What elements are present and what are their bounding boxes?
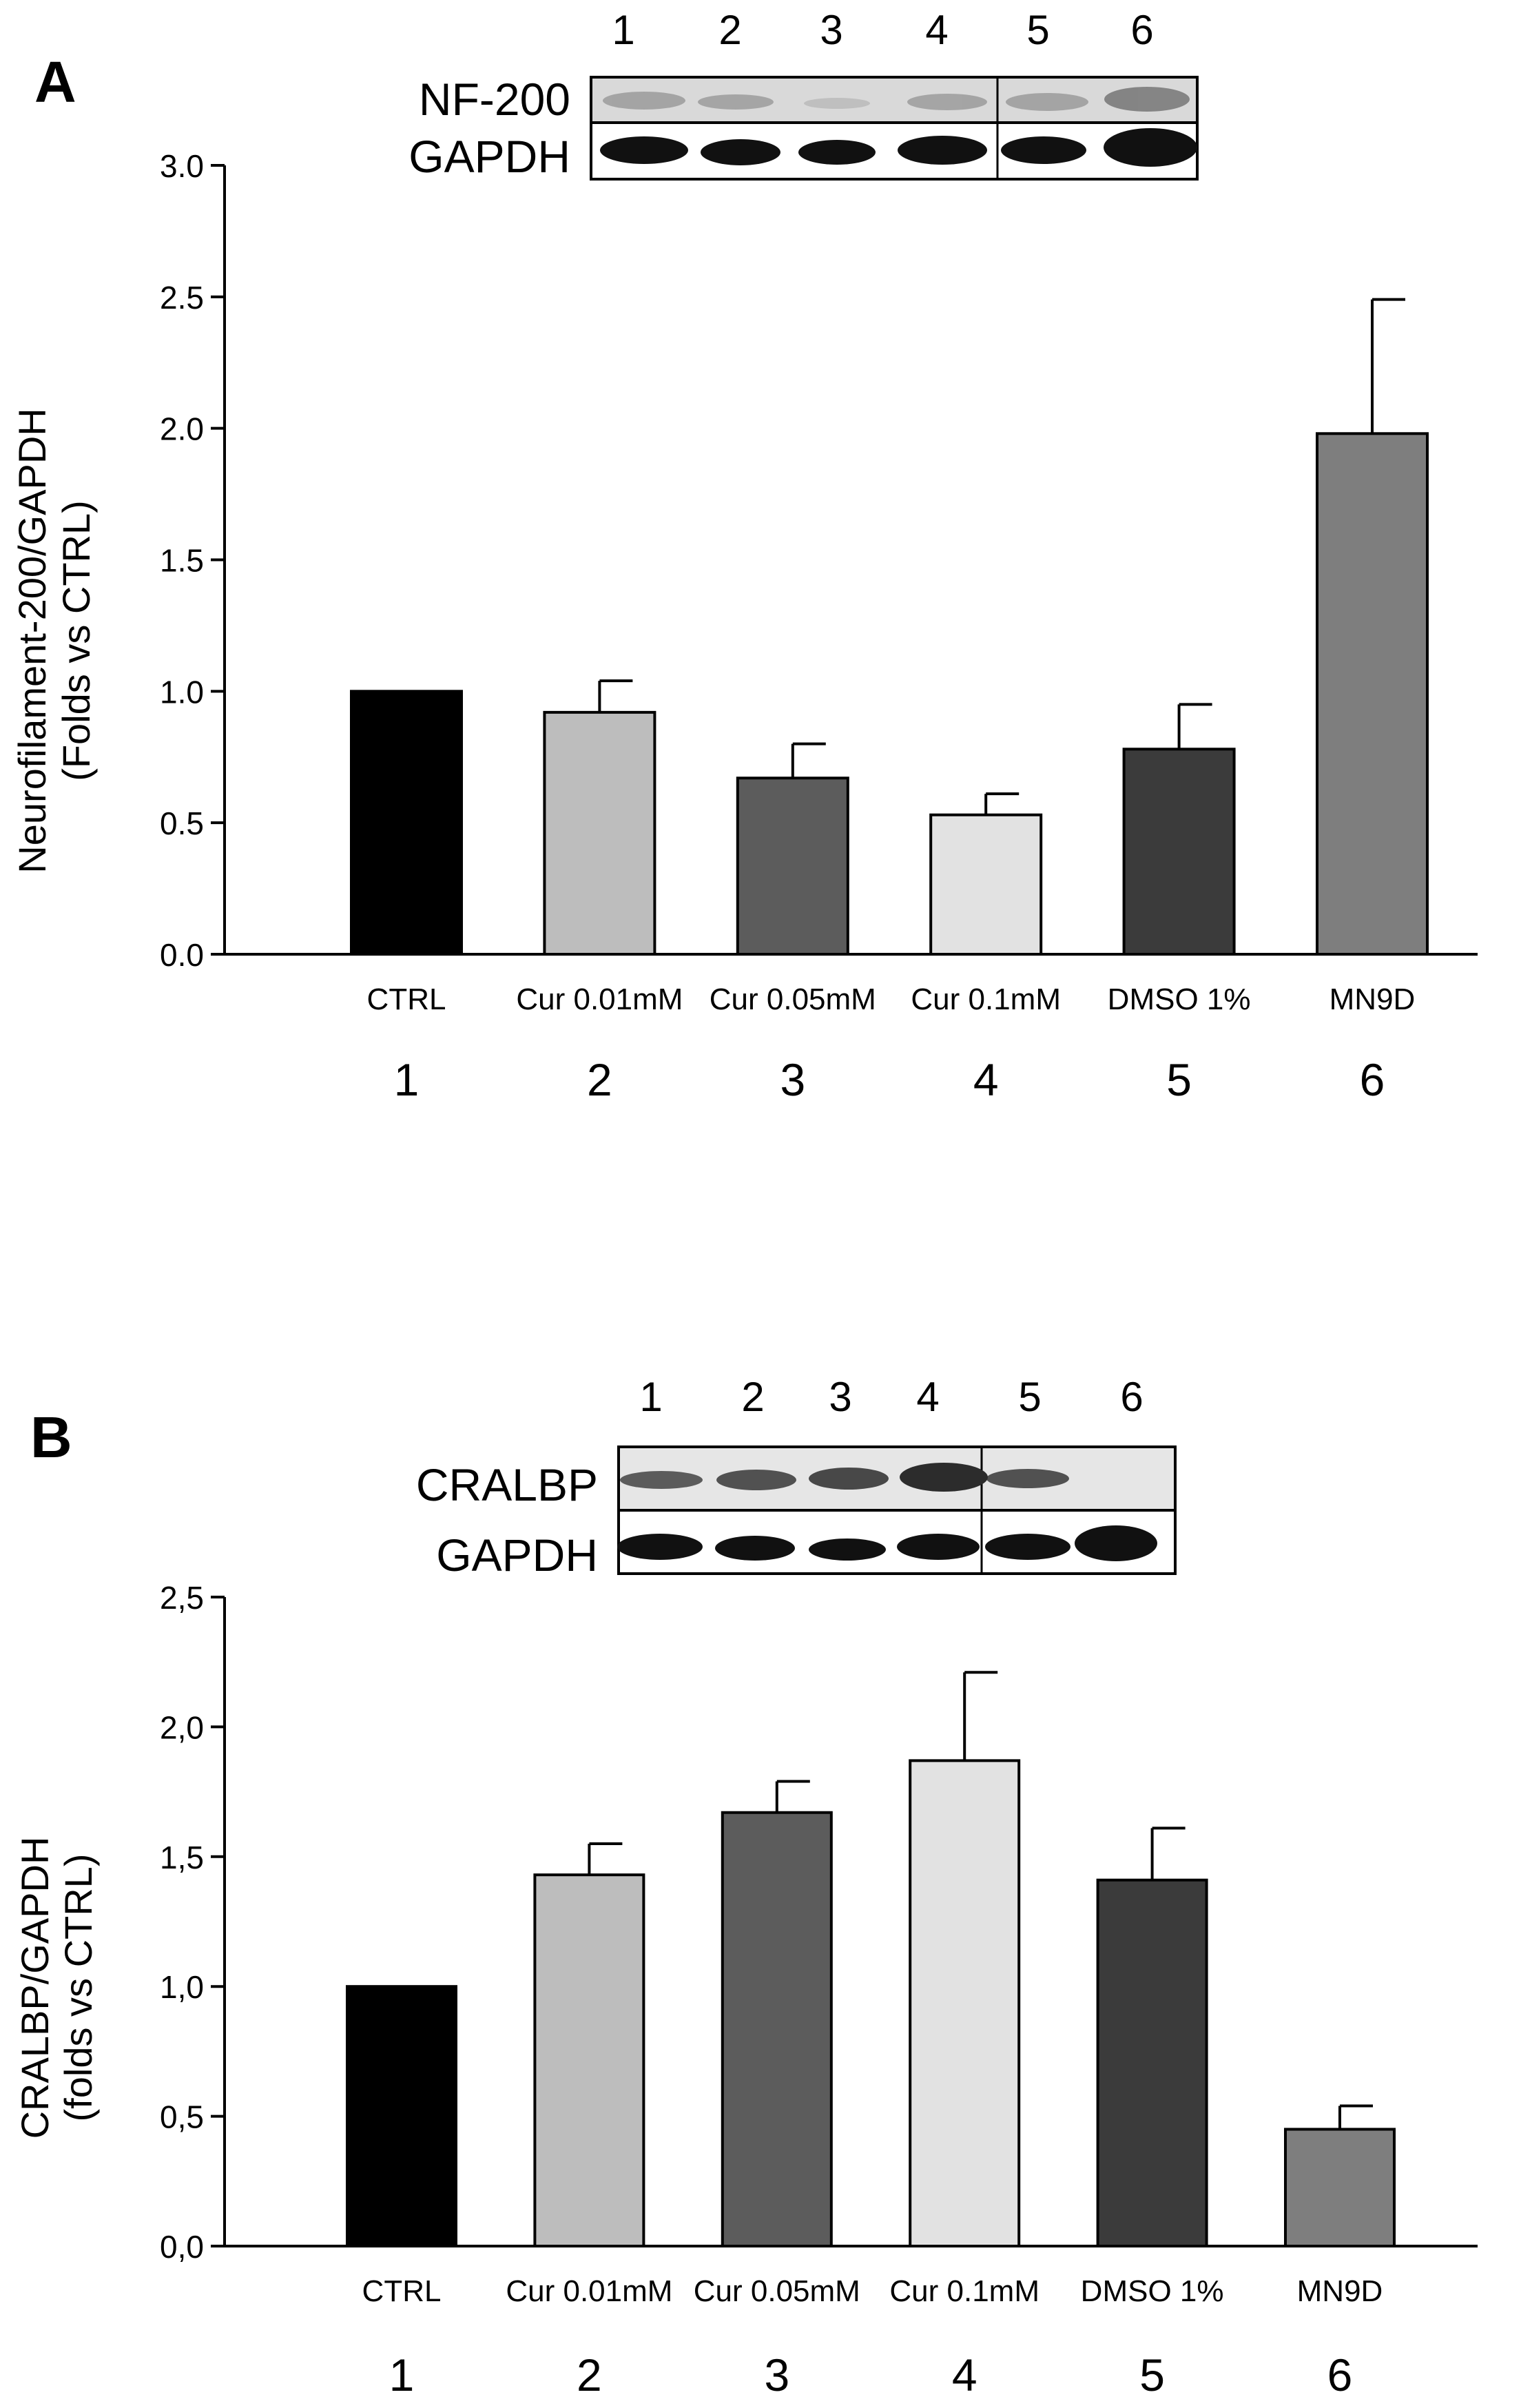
y-tick-label: 1.5 <box>160 543 204 579</box>
bar-chart-b: 0,0 0,5 1,0 1,5 2,0 2,5 CTRL Cur 0.01mM Cur 0.05… <box>160 1580 1478 2308</box>
bar-chart-a: 0.0 0.5 1.0 1.5 2.0 2.5 3.0 CTRL Cur 0.01mM Cur 0… <box>160 148 1478 1016</box>
blot-b-lane-1: 1 <box>639 1374 662 1420</box>
y-tick-label: 0,0 <box>160 2229 204 2265</box>
bar-cur-0-1mm <box>929 813 1043 956</box>
blot-b-lane-numbers: 1 2 3 4 5 6 <box>639 1374 1143 1420</box>
bar-cur-0-05mm <box>721 1811 833 2247</box>
y-tick-label: 0.0 <box>160 937 204 973</box>
chart-a-lane-number-5: 5 <box>1166 1054 1192 1105</box>
bar-cur-0-1mm <box>909 1759 1021 2248</box>
panel-b: B 1 2 3 4 5 6 CRALBP GAPDH <box>13 1374 1478 2400</box>
y-tick-label: 2.5 <box>160 280 204 316</box>
chart-b-lane-number-1: 1 <box>389 2349 415 2400</box>
y-tick-label: 0,5 <box>160 2099 204 2135</box>
bar-dmso-1- <box>1122 748 1236 956</box>
chart-a-ylabel-line2: (Folds vs CTRL) <box>54 500 98 781</box>
y-tick-label: 1,0 <box>160 1969 204 2005</box>
x-tick-label: Cur 0.1mM <box>911 982 1061 1016</box>
x-tick-label: Cur 0.05mM <box>694 2274 860 2308</box>
blot-a-lane-4: 4 <box>925 7 948 53</box>
bar-cur-0-01mm <box>533 1873 645 2247</box>
western-blot-b <box>617 1445 1177 1575</box>
blot-b-row-label-cralbp: CRALBP <box>416 1459 598 1510</box>
western-blot-a <box>590 76 1199 181</box>
chart-b-lane-number-2: 2 <box>577 2349 602 2400</box>
chart-b-lane-numbers: 1 2 3 4 5 6 <box>389 2349 1353 2400</box>
blot-b-lane-6: 6 <box>1120 1374 1143 1420</box>
blot-a-lane-6: 6 <box>1130 7 1153 53</box>
panel-a-letter: A <box>34 50 76 114</box>
chart-a-lane-number-3: 3 <box>780 1054 805 1105</box>
y-tick-label: 0.5 <box>160 805 204 841</box>
bar-cur-0-05mm <box>736 776 849 956</box>
y-tick-label: 2,5 <box>160 1580 204 1616</box>
chart-b-ylabel-line2: (folds vs CTRL) <box>56 1854 100 2122</box>
x-tick-label: DMSO 1% <box>1108 982 1251 1016</box>
x-tick-label: Cur 0.05mM <box>710 982 876 1016</box>
x-tick-label: Cur 0.01mM <box>506 2274 672 2308</box>
blot-a-lane-1: 1 <box>612 7 634 53</box>
blot-b-lane-3: 3 <box>829 1374 851 1420</box>
chart-b-ylabel-line1: CRALBP/GAPDH <box>13 1837 56 2139</box>
chart-a-lane-numbers: 1 2 3 4 5 6 <box>394 1054 1385 1105</box>
panel-a: A 1 2 3 4 5 6 NF-200 GAPDH <box>10 7 1478 1105</box>
y-tick-label: 1,5 <box>160 1840 204 1875</box>
x-tick-label: CTRL <box>362 2274 442 2308</box>
chart-b-lane-number-6: 6 <box>1327 2349 1353 2400</box>
x-tick-label: Cur 0.01mM <box>516 982 683 1016</box>
chart-a-lane-number-4: 4 <box>973 1054 999 1105</box>
bar-cur-0-01mm <box>543 710 656 956</box>
chart-b-lane-number-3: 3 <box>764 2349 789 2400</box>
blot-a-lane-2: 2 <box>718 7 741 53</box>
x-tick-label: MN9D <box>1297 2274 1383 2308</box>
chart-a-lane-number-1: 1 <box>394 1054 420 1105</box>
chart-a-ylabel-line1: Neurofilament-200/GAPDH <box>10 408 54 873</box>
y-tick-label: 2,0 <box>160 1709 204 1745</box>
blot-b-lane-4: 4 <box>916 1374 939 1420</box>
blot-a-row-label-nf200: NF-200 <box>419 74 570 125</box>
blot-a-lane-5: 5 <box>1026 7 1049 53</box>
blot-a-row-label-gapdh: GAPDH <box>408 131 570 182</box>
y-tick-label: 3.0 <box>160 148 204 184</box>
blot-a-lane-numbers: 1 2 3 4 5 6 <box>612 7 1153 53</box>
blot-b-lane-5: 5 <box>1018 1374 1041 1420</box>
chart-b-lane-number-4: 4 <box>952 2349 977 2400</box>
bar-mn9d <box>1316 432 1429 956</box>
chart-a-lane-number-6: 6 <box>1360 1054 1385 1105</box>
bar-dmso-1- <box>1096 1878 1208 2247</box>
x-tick-label: Cur 0.1mM <box>889 2274 1039 2308</box>
y-tick-label: 2.0 <box>160 411 204 447</box>
x-tick-label: MN9D <box>1329 982 1416 1016</box>
bar-mn9d <box>1284 2128 1396 2247</box>
bar-ctrl <box>346 1985 457 2247</box>
panel-b-letter: B <box>30 1405 72 1470</box>
bar-ctrl <box>350 690 463 956</box>
blot-b-row-label-gapdh: GAPDH <box>436 1530 598 1581</box>
chart-b-lane-number-5: 5 <box>1139 2349 1165 2400</box>
blot-a-lane-3: 3 <box>820 7 842 53</box>
y-tick-label: 1.0 <box>160 674 204 710</box>
x-tick-label: DMSO 1% <box>1081 2274 1224 2308</box>
x-tick-label: CTRL <box>367 982 446 1016</box>
blot-b-lane-2: 2 <box>741 1374 764 1420</box>
chart-a-lane-number-2: 2 <box>587 1054 612 1105</box>
